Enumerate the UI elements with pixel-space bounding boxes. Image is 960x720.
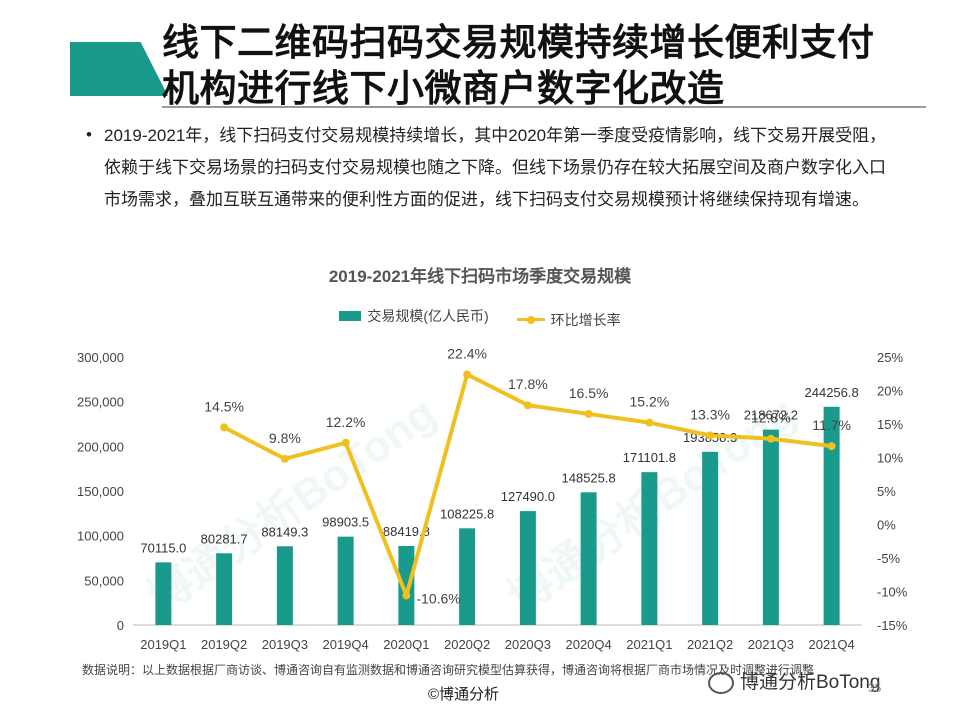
growth-rate-label: 14.5% — [204, 398, 244, 414]
x-tick-label: 2021Q4 — [808, 637, 854, 652]
title-line-2: 机构进行线下小微商户数字化改造 — [162, 68, 725, 109]
legend-line-swatch — [516, 315, 545, 324]
y-right-tick-label: 25% — [877, 350, 903, 365]
growth-point-2020Q3 — [523, 401, 532, 410]
bar-value-label: 70115.0 — [140, 540, 186, 555]
growth-point-2021Q1 — [645, 418, 654, 427]
bar-2019Q4 — [337, 536, 354, 625]
data-note: 数据说明：以上数据根据厂商访谈、博通咨询自有监测数据和博通咨询研究模型估算获得，… — [82, 663, 815, 677]
x-tick-label: 2020Q2 — [444, 637, 490, 652]
y-left-tick-label: 100,000 — [77, 529, 124, 544]
wechat-label: 博通分析BoTong — [740, 672, 881, 693]
y-left-tick-label: 150,000 — [77, 484, 124, 499]
x-tick-label: 2020Q1 — [383, 637, 429, 652]
y-right-tick-label: 20% — [877, 384, 903, 399]
page-number: 35 — [868, 681, 882, 695]
title-bar: 线下二维码扫码交易规模持续增长便利支付 机构进行线下小微商户数字化改造 — [0, 0, 960, 109]
growth-point-2021Q2 — [706, 431, 715, 440]
y-right-tick-label: 15% — [877, 417, 903, 432]
x-tick-label: 2019Q4 — [322, 637, 368, 652]
copyright: ©博通分析 — [428, 686, 500, 703]
bar-2019Q1 — [155, 562, 172, 625]
bar-value-label: 218672.2 — [744, 408, 798, 423]
y-right-tick-label: 5% — [877, 484, 896, 499]
bar-value-label: 148525.8 — [562, 470, 616, 485]
y-right-tick-label: 0% — [877, 518, 896, 533]
growth-point-2019Q3 — [280, 454, 289, 463]
growth-point-2019Q2 — [220, 423, 229, 432]
y-right-tick-label: 10% — [877, 451, 903, 466]
x-tick-label: 2019Q2 — [201, 637, 247, 652]
growth-rate-label: 16.5% — [569, 385, 609, 401]
bar-value-label: 98903.5 — [322, 515, 369, 530]
bar-2020Q1 — [398, 546, 415, 625]
growth-rate-label: 13.3% — [690, 406, 730, 422]
chart-plot: 0 50,000 100,000 150,000 200,000 250,000 300,0… — [77, 345, 908, 652]
bar-2019Q2 — [216, 553, 233, 625]
legend-bar-label: 交易规模(亿人民币) — [367, 308, 489, 324]
legend-item-bar: 交易规模(亿人民币) — [339, 306, 489, 326]
growth-rate-label: 12.8% — [751, 410, 791, 426]
wechat-account: 博通分析BoTong — [708, 667, 880, 694]
growth-rate-label: 9.8% — [269, 430, 301, 446]
growth-rate-label: 11.7% — [812, 417, 851, 433]
chart-title: 2019-2021年线下扫码市场季度交易规模 — [328, 267, 632, 286]
bar-2021Q3 — [762, 429, 779, 625]
y-left-tick-label: 250,000 — [77, 395, 124, 410]
x-tick-label: 2021Q3 — [748, 637, 794, 652]
legend-item-line: 环比增长率 — [516, 310, 621, 330]
growth-rate-label: 17.8% — [508, 376, 548, 392]
x-tick-label: 2019Q3 — [262, 637, 308, 652]
bar-value-label: 88419.8 — [383, 524, 430, 539]
bar-2020Q3 — [519, 511, 536, 625]
title-accent-shape — [70, 42, 168, 96]
y-right-tick-label: -10% — [877, 585, 908, 600]
bar-value-label: 171101.8 — [623, 450, 676, 465]
growth-rate-label: -10.6% — [416, 591, 460, 607]
growth-point-2021Q3 — [766, 434, 775, 443]
growth-rate-label: 22.4% — [447, 345, 487, 361]
growth-point-2020Q2 — [463, 370, 472, 379]
bar-2020Q4 — [580, 492, 597, 625]
growth-rate-label: 12.2% — [326, 414, 366, 430]
bar-2019Q3 — [276, 546, 293, 625]
bar-value-label: 108225.8 — [440, 506, 494, 521]
bar-value-label: 88149.3 — [261, 524, 308, 539]
y-left-tick-label: 0 — [117, 618, 124, 633]
legend-bar-swatch — [339, 311, 362, 321]
bullet-marker: • — [86, 125, 92, 144]
growth-rate-label: 15.2% — [630, 394, 670, 410]
y-right-tick-label: -5% — [877, 551, 901, 566]
x-tick-label: 2020Q4 — [565, 637, 611, 652]
bar-2021Q2 — [702, 451, 719, 625]
bullet-text: 2019-2021年，线下扫码支付交易规模持续增长，其中2020年第一季度受疫情… — [104, 126, 887, 209]
bar-2020Q2 — [459, 528, 476, 625]
x-tick-label: 2019Q1 — [140, 637, 186, 652]
chart-legend: 交易规模(亿人民币) 环比增长率 — [0, 306, 960, 330]
growth-point-2021Q4 — [827, 442, 836, 451]
growth-point-2019Q4 — [341, 438, 350, 447]
bar-value-label: 80281.7 — [201, 531, 248, 546]
legend-line-label: 环比增长率 — [550, 311, 621, 328]
title-line-1: 线下二维码扫码交易规模持续增长便利支付 — [162, 22, 875, 63]
bar-2021Q4 — [823, 406, 840, 625]
title-underline — [162, 106, 926, 108]
x-tick-label: 2021Q1 — [626, 637, 672, 652]
y-left-tick-label: 300,000 — [77, 350, 124, 365]
wechat-icon — [708, 671, 734, 694]
y-left-tick-label: 200,000 — [77, 439, 124, 454]
x-tick-label: 2021Q2 — [687, 637, 733, 652]
bar-2021Q1 — [641, 472, 658, 625]
x-tick-label: 2020Q3 — [505, 637, 551, 652]
growth-point-2020Q4 — [584, 409, 593, 418]
growth-point-2020Q1 — [402, 591, 411, 600]
bar-value-label: 127490.0 — [501, 489, 555, 504]
y-left-tick-label: 50,000 — [84, 573, 124, 588]
bar-value-label: 244256.8 — [805, 385, 859, 400]
y-right-tick-label: -15% — [877, 618, 908, 633]
page-title: 线下二维码扫码交易规模持续增长便利支付 机构进行线下小微商户数字化改造 — [162, 20, 922, 112]
